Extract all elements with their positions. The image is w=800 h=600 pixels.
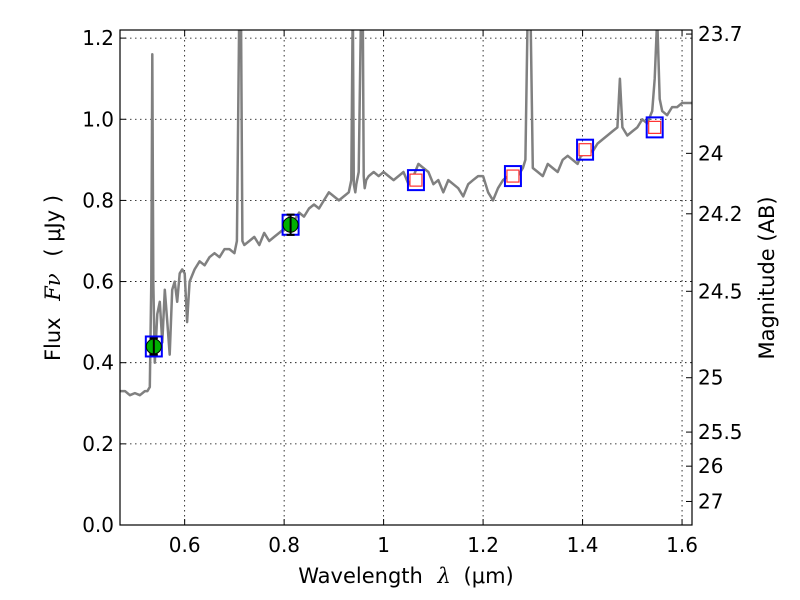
x-tick-label: 0.8 <box>268 533 300 557</box>
photometry-box <box>576 138 595 161</box>
grid-layer <box>120 30 692 525</box>
y-tick-label: 0.4 <box>82 351 114 375</box>
y2-axis-label: Magnitude (AB) <box>755 196 779 359</box>
tick-layer: 0.6 0.8 1 1.2 1.4 1.6 0.0 0.2 0.4 0.6 0.8 1.0 1.2 23.… <box>82 22 742 557</box>
y2-tick-label: 24.5 <box>698 279 743 303</box>
x-tick-label: 1 <box>377 533 390 557</box>
y-tick-label: 1.0 <box>82 107 114 131</box>
model-point <box>506 169 520 183</box>
y-tick-label: 0.8 <box>82 188 114 212</box>
model-point <box>409 173 423 187</box>
y2-tick-label: 25 <box>698 366 723 390</box>
x-tick-label: 1.6 <box>666 533 698 557</box>
model-point <box>648 120 662 134</box>
y-tick-label: 1.2 <box>82 26 114 50</box>
y2-tick-label: 26 <box>698 454 723 478</box>
x-tick-label: 0.6 <box>169 533 201 557</box>
photometry-box <box>503 165 522 188</box>
x-tick-label: 1.2 <box>467 533 499 557</box>
plot-frame <box>119 29 693 526</box>
model-point <box>578 143 592 157</box>
photometry-box <box>645 116 664 139</box>
y-tick-label: 0.6 <box>82 270 114 294</box>
y2-tick-label: 27 <box>698 489 723 513</box>
y-axis-label: Flux Fν ( μJy ) <box>41 195 65 361</box>
y2-tick-label: 23.7 <box>698 22 743 46</box>
y2-tick-label: 24 <box>698 141 723 165</box>
photometry-box <box>406 169 425 192</box>
photometry-markers <box>144 116 664 358</box>
y-tick-label: 0.0 <box>82 513 114 537</box>
x-axis-label: Wavelength λ (μm) <box>298 564 513 588</box>
y2-tick-label: 24.2 <box>698 202 743 226</box>
y-tick-label: 0.2 <box>82 432 114 456</box>
y2-tick-label: 25.5 <box>698 420 743 444</box>
x-tick-label: 1.4 <box>567 533 599 557</box>
